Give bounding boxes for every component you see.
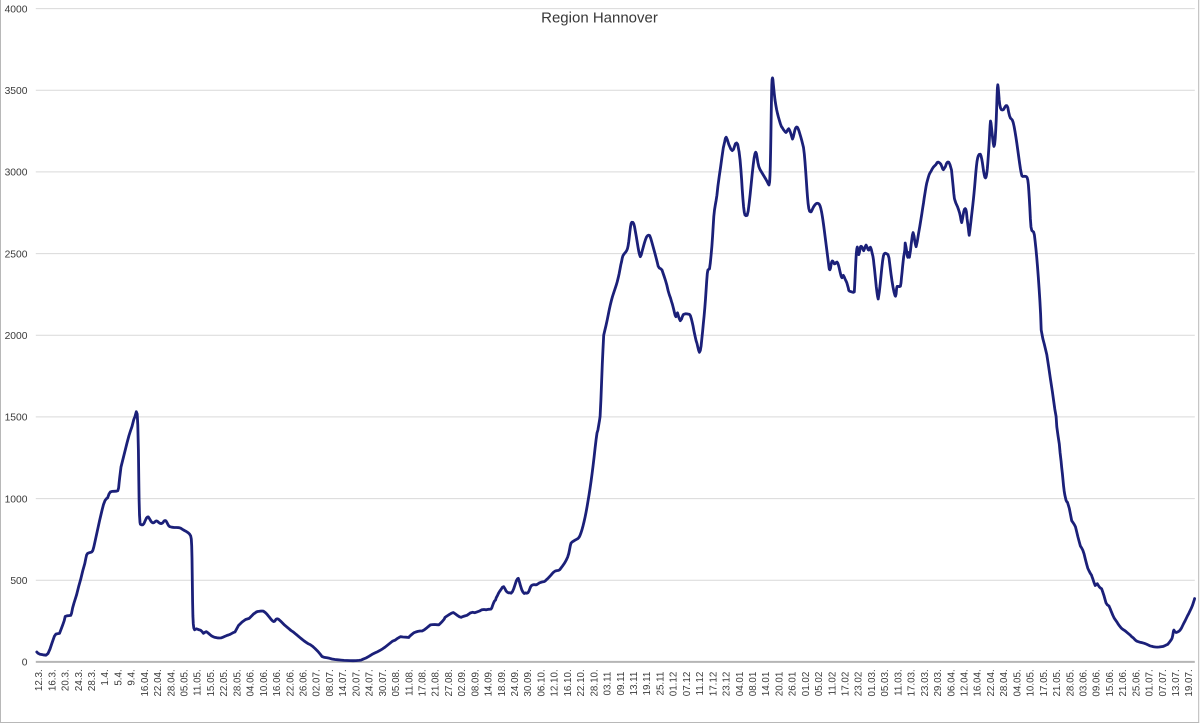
svg-text:16.04.: 16.04. [973,669,984,696]
svg-text:13.07.: 13.07. [1171,669,1182,696]
svg-text:12.04.: 12.04. [960,669,971,696]
svg-text:12.10.: 12.10. [550,669,561,696]
svg-text:16.10.: 16.10. [563,669,574,696]
svg-text:30.09.: 30.09. [523,669,534,696]
svg-text:22.04.: 22.04. [153,669,164,696]
svg-text:14.07.: 14.07. [338,669,349,696]
svg-text:24.3.: 24.3. [74,669,85,691]
svg-text:05.03.: 05.03. [880,669,891,696]
svg-text:15.06.: 15.06. [1105,669,1116,696]
svg-text:18.09.: 18.09. [497,669,508,696]
svg-text:11.02: 11.02 [827,672,838,696]
svg-text:06.04.: 06.04. [946,669,957,696]
svg-text:16.3.: 16.3. [47,669,58,691]
svg-text:02.07.: 02.07. [312,669,323,696]
svg-text:04.06.: 04.06. [246,669,257,696]
svg-text:22.10.: 22.10. [576,669,587,696]
svg-text:2500: 2500 [5,249,28,260]
svg-text:20.01: 20.01 [774,672,785,697]
svg-text:21.08.: 21.08. [431,669,442,696]
svg-text:16.06.: 16.06. [272,669,283,696]
svg-text:09.11: 09.11 [616,672,627,696]
svg-text:21.05.: 21.05. [1052,669,1063,696]
svg-text:11.05.: 11.05. [193,669,204,696]
svg-text:Region Hannover: Region Hannover [541,10,658,27]
svg-text:24.07.: 24.07. [365,669,376,696]
svg-text:17.05.: 17.05. [1039,669,1050,696]
svg-text:01.03.: 01.03. [867,669,878,696]
svg-text:28.05.: 28.05. [1065,669,1076,696]
svg-text:19.07.: 19.07. [1184,669,1195,696]
svg-text:11.08.: 11.08. [404,669,415,696]
svg-text:05.05.: 05.05. [180,669,191,696]
svg-text:28.10.: 28.10. [589,669,600,696]
svg-text:30.07.: 30.07. [378,669,389,696]
svg-text:08.09.: 08.09. [470,669,481,696]
svg-text:25.11: 25.11 [655,672,666,696]
svg-text:14.01: 14.01 [761,672,772,697]
svg-text:01.07.: 01.07. [1145,669,1156,696]
svg-text:22.06.: 22.06. [285,669,296,696]
svg-text:08.07.: 08.07. [325,669,336,696]
svg-text:01.12: 01.12 [669,672,680,697]
svg-text:16.04.: 16.04. [140,669,151,696]
svg-text:23.12: 23.12 [722,672,733,697]
svg-text:17.03.: 17.03. [907,669,918,696]
svg-text:4000: 4000 [5,4,28,15]
svg-text:500: 500 [10,576,27,587]
svg-text:23.03.: 23.03. [920,669,931,696]
svg-text:29.03.: 29.03. [933,669,944,696]
svg-text:19.11: 19.11 [642,672,653,696]
svg-text:13.11: 13.11 [629,672,640,696]
svg-text:1500: 1500 [5,413,28,424]
svg-text:24.09.: 24.09. [510,669,521,696]
svg-text:28.05.: 28.05. [232,669,243,696]
svg-text:1.4.: 1.4. [100,669,111,685]
svg-text:02.09.: 02.09. [457,669,468,696]
svg-text:11.12: 11.12 [695,672,706,696]
svg-text:05.08.: 05.08. [391,669,402,696]
svg-text:06.10.: 06.10. [537,669,548,696]
svg-text:03.11: 03.11 [603,672,614,696]
svg-text:22.05.: 22.05. [219,669,230,696]
svg-text:20.07.: 20.07. [351,669,362,696]
svg-text:09.06.: 09.06. [1092,669,1103,696]
svg-text:23.02: 23.02 [854,672,865,697]
svg-text:17.12: 17.12 [708,672,719,697]
svg-text:08.01: 08.01 [748,672,759,697]
svg-text:3500: 3500 [5,86,28,97]
svg-text:26.06.: 26.06. [299,669,310,696]
svg-text:14.09.: 14.09. [484,669,495,696]
svg-text:04.05.: 04.05. [1012,669,1023,696]
svg-text:04.01: 04.01 [735,672,746,697]
svg-text:11.03.: 11.03. [893,669,904,696]
svg-text:20.3.: 20.3. [61,669,72,691]
svg-text:10.06.: 10.06. [259,669,270,696]
svg-text:10.05.: 10.05. [1026,669,1037,696]
svg-text:07.12: 07.12 [682,672,693,697]
svg-text:28.3.: 28.3. [87,669,98,691]
svg-text:1000: 1000 [5,494,28,505]
svg-text:0: 0 [22,658,28,669]
svg-text:9.4.: 9.4. [127,669,138,685]
svg-text:15.05.: 15.05. [206,669,217,696]
svg-text:05.02: 05.02 [814,672,825,697]
svg-text:26.01: 26.01 [788,672,799,697]
svg-text:17.08.: 17.08. [418,669,429,696]
svg-text:28.04.: 28.04. [999,669,1010,696]
svg-text:03.06.: 03.06. [1079,669,1090,696]
svg-text:17.02: 17.02 [841,672,852,697]
svg-text:5.4.: 5.4. [113,669,124,685]
svg-text:07.07.: 07.07. [1158,669,1169,696]
svg-text:2000: 2000 [5,331,28,342]
svg-text:3000: 3000 [5,168,28,179]
svg-text:28.04.: 28.04. [166,669,177,696]
svg-text:22.04.: 22.04. [986,669,997,696]
svg-text:21.06.: 21.06. [1118,669,1129,696]
svg-text:25.06.: 25.06. [1131,669,1142,696]
svg-text:01.02: 01.02 [801,672,812,697]
svg-text:12.3.: 12.3. [34,669,45,691]
svg-text:27.08.: 27.08. [444,669,455,696]
